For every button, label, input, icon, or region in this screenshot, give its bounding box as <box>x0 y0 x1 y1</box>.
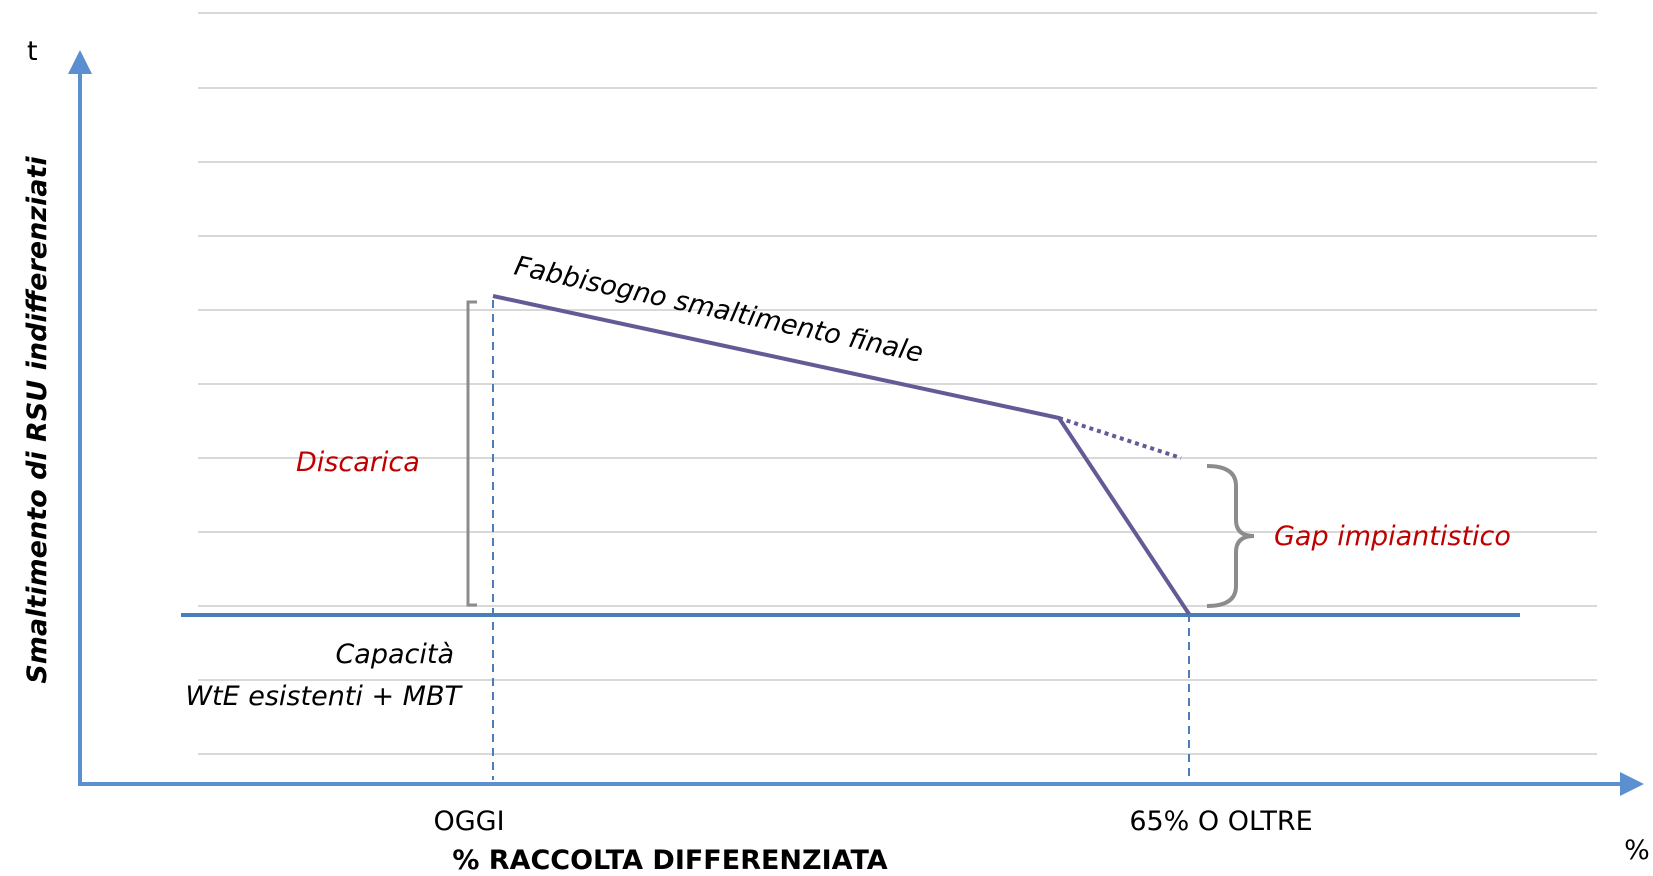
gap-label: Gap impiantistico <box>1274 521 1511 552</box>
landfill-bracket <box>466 300 477 607</box>
capacity-label-line1: Capacità <box>335 639 454 670</box>
demand-projection-dotted <box>1058 416 1182 460</box>
y-axis-title: Smaltimento di RSU indifferenziati <box>22 156 53 684</box>
tick-label-65: 65% O OLTRE <box>1129 806 1312 837</box>
x-axis-unit: % <box>1624 835 1650 866</box>
gap-bracket <box>1206 464 1255 608</box>
x-axis-title: % RACCOLTA DIFFERENZIATA <box>452 845 887 876</box>
tick-label-today: OGGI <box>433 806 504 837</box>
capacity-label-line2: WtE esistenti + MBT <box>185 681 463 712</box>
y-axis-unit: t <box>27 36 38 67</box>
landfill-label: Discarica <box>296 447 420 478</box>
